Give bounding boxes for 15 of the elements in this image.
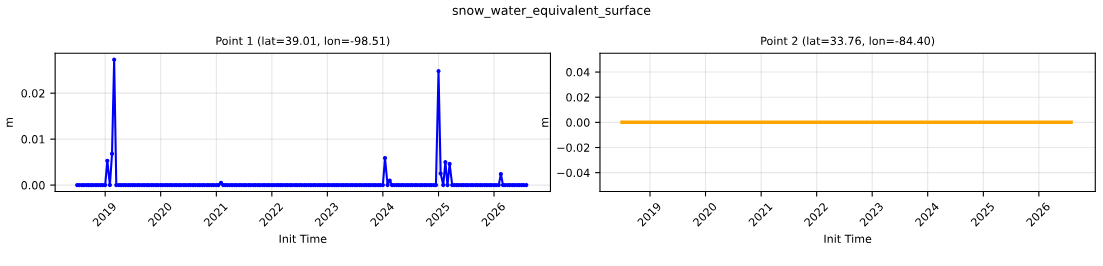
chart-title: Point 1 (lat=39.01, lon=-98.51)	[216, 36, 390, 47]
y-tick-label: 0.00	[21, 181, 45, 190]
y-tick-label: −0.02	[557, 143, 590, 152]
y-tick-label: 0.02	[566, 93, 590, 102]
y-tick-label: 0.02	[21, 89, 45, 98]
y-axis-title: m	[6, 117, 13, 127]
y-tick-label: 0.00	[566, 118, 590, 127]
text: snow_water_equivalent_surface	[452, 5, 651, 18]
x-axis-title: Init Time	[824, 234, 872, 243]
y-axis-title: m	[542, 117, 549, 127]
y-tick-label: −0.04	[557, 168, 590, 178]
y-tick-label: 0.01	[21, 135, 45, 144]
y-tick-label: 0.04	[566, 68, 590, 77]
chart-title: Point 2 (lat=33.76, lon=-84.40)	[761, 36, 935, 47]
x-axis-title: Init Time	[279, 234, 327, 243]
